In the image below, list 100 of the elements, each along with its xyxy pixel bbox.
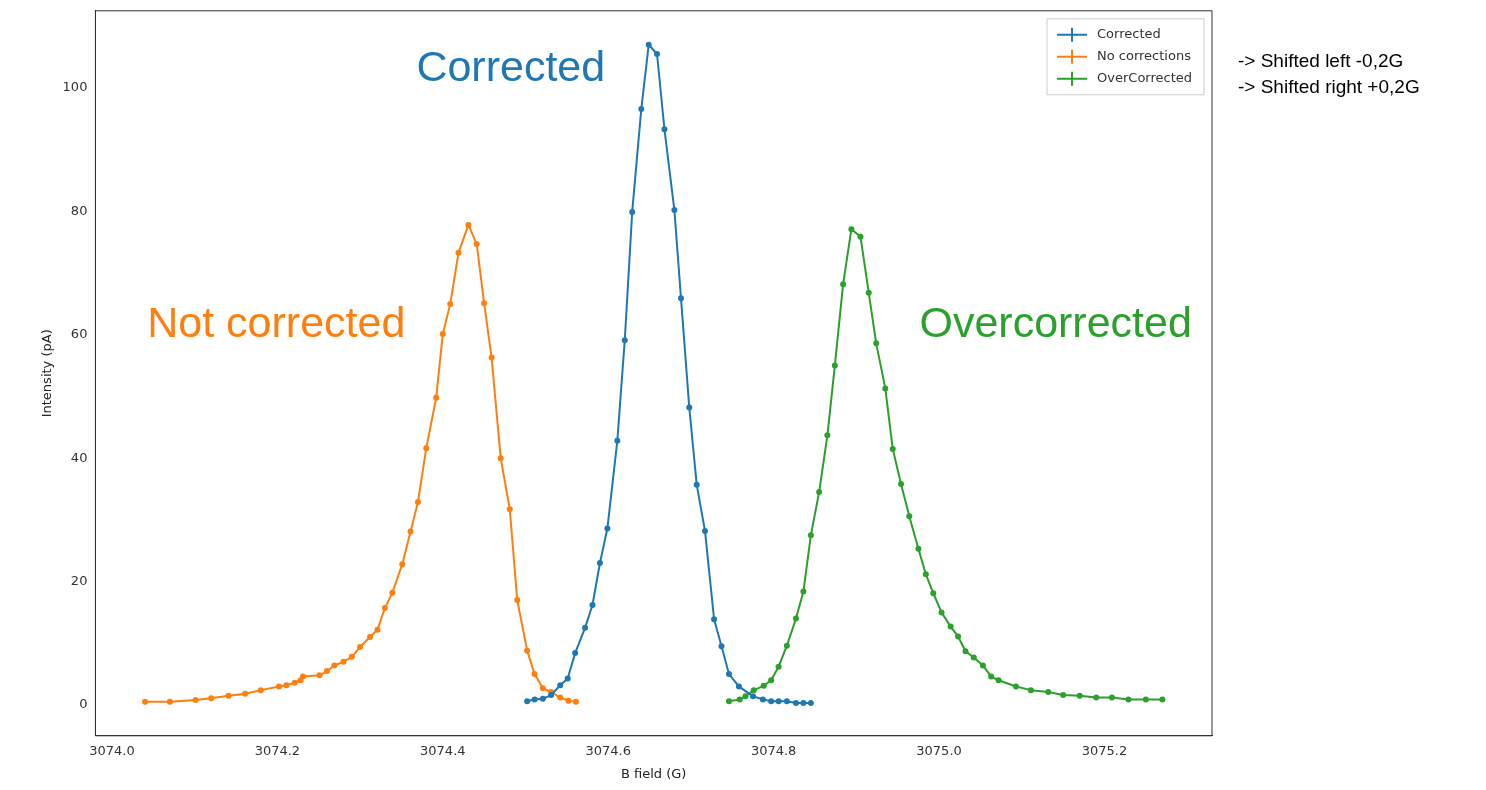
point bbox=[531, 671, 538, 678]
point bbox=[938, 609, 945, 616]
point bbox=[348, 653, 355, 660]
point bbox=[399, 561, 406, 568]
point bbox=[455, 249, 462, 256]
point bbox=[548, 692, 555, 699]
point bbox=[514, 597, 521, 604]
point bbox=[759, 696, 766, 703]
point bbox=[589, 601, 596, 608]
point bbox=[481, 300, 488, 307]
point bbox=[800, 588, 807, 595]
point bbox=[711, 616, 718, 623]
point bbox=[572, 650, 579, 657]
point bbox=[596, 560, 603, 567]
point bbox=[381, 605, 388, 612]
point bbox=[614, 437, 621, 444]
point bbox=[701, 527, 708, 534]
x-tick-label: 3074.0 bbox=[89, 742, 135, 758]
point bbox=[970, 654, 977, 661]
point bbox=[922, 571, 929, 578]
point bbox=[331, 662, 338, 669]
point bbox=[604, 525, 611, 532]
point bbox=[775, 663, 782, 670]
point bbox=[539, 685, 546, 692]
point bbox=[565, 697, 572, 704]
point bbox=[816, 489, 823, 496]
point bbox=[557, 682, 564, 689]
point bbox=[316, 672, 323, 679]
point bbox=[671, 207, 678, 214]
point bbox=[506, 506, 513, 513]
point bbox=[873, 340, 880, 347]
point bbox=[433, 394, 440, 401]
point bbox=[465, 221, 472, 228]
annotation: Corrected bbox=[416, 41, 606, 90]
point bbox=[1060, 692, 1067, 699]
point bbox=[557, 694, 564, 701]
point bbox=[1159, 696, 1166, 703]
text: -> Shifted left -0,2G bbox=[1238, 49, 1405, 73]
annotation: Overcorrected bbox=[919, 297, 1192, 346]
x-axis-title: B field (G) bbox=[620, 765, 687, 781]
x-tick-label: 3075.2 bbox=[1081, 742, 1128, 758]
point bbox=[915, 545, 922, 552]
point bbox=[678, 295, 684, 302]
point bbox=[1093, 694, 1100, 701]
point bbox=[524, 647, 531, 654]
point bbox=[638, 105, 645, 112]
point bbox=[768, 698, 775, 705]
point bbox=[865, 289, 872, 296]
point bbox=[473, 241, 480, 248]
point bbox=[760, 682, 767, 689]
point bbox=[283, 682, 290, 689]
annotation: Not corrected bbox=[147, 297, 406, 346]
point bbox=[988, 673, 995, 680]
point bbox=[750, 687, 757, 694]
point bbox=[979, 662, 986, 669]
point bbox=[768, 677, 775, 684]
point bbox=[539, 695, 546, 702]
y-tick-label: 0 bbox=[79, 696, 88, 712]
point bbox=[414, 498, 421, 505]
point bbox=[645, 41, 652, 48]
point bbox=[291, 679, 298, 686]
point bbox=[882, 385, 889, 392]
point bbox=[564, 675, 571, 682]
point bbox=[439, 331, 446, 338]
x-tick-label: 3074.4 bbox=[420, 742, 466, 758]
point bbox=[374, 626, 381, 633]
point bbox=[1012, 683, 1019, 690]
point bbox=[735, 683, 742, 690]
point bbox=[955, 633, 962, 640]
point bbox=[621, 337, 628, 344]
point bbox=[1142, 696, 1149, 703]
point bbox=[407, 528, 414, 535]
point bbox=[367, 634, 374, 641]
point bbox=[792, 615, 799, 622]
point bbox=[192, 697, 199, 704]
point bbox=[857, 233, 864, 240]
legend-label: No corrections bbox=[1097, 48, 1192, 64]
text: -> Shifted right +0,2G bbox=[1238, 75, 1420, 99]
y-tick-label: 80 bbox=[70, 202, 88, 218]
point bbox=[906, 513, 913, 520]
point bbox=[654, 50, 661, 57]
y-tick-label: 100 bbox=[62, 79, 88, 95]
point bbox=[497, 455, 504, 462]
point bbox=[807, 700, 814, 707]
point bbox=[807, 532, 814, 539]
y-tick-label: 60 bbox=[70, 326, 88, 342]
point bbox=[889, 445, 896, 452]
point bbox=[531, 696, 538, 703]
point bbox=[898, 481, 905, 488]
point bbox=[447, 300, 454, 307]
point bbox=[686, 404, 693, 411]
point bbox=[693, 481, 700, 488]
point bbox=[824, 432, 831, 439]
point bbox=[742, 693, 749, 700]
point bbox=[930, 590, 937, 597]
point bbox=[736, 696, 743, 703]
point bbox=[1027, 687, 1034, 694]
point bbox=[775, 698, 782, 705]
point bbox=[572, 698, 579, 705]
x-tick-label: 3074.6 bbox=[585, 742, 631, 758]
